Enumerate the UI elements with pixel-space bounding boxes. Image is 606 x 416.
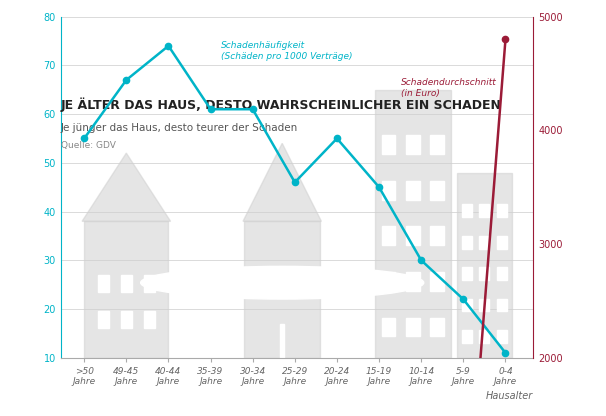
Bar xyxy=(98,311,109,328)
Bar xyxy=(430,181,444,200)
Polygon shape xyxy=(244,221,320,358)
Text: JE ÄLTER DAS HAUS, DESTO WAHRSCHEINLICHER EIN SCHADEN: JE ÄLTER DAS HAUS, DESTO WAHRSCHEINLICHE… xyxy=(61,98,502,112)
Bar xyxy=(462,204,472,217)
Bar xyxy=(382,226,395,245)
Bar xyxy=(98,275,109,292)
Text: Schadenhäufigkeit
(Schäden pro 1000 Verträge): Schadenhäufigkeit (Schäden pro 1000 Vert… xyxy=(221,40,353,61)
Bar xyxy=(462,299,472,312)
Circle shape xyxy=(141,266,424,299)
Bar xyxy=(479,267,489,280)
Polygon shape xyxy=(82,153,170,221)
Bar xyxy=(382,181,395,200)
Bar xyxy=(497,330,507,343)
Bar xyxy=(479,330,489,343)
Bar xyxy=(144,275,155,292)
Polygon shape xyxy=(457,173,512,358)
Bar xyxy=(382,135,395,154)
Bar xyxy=(497,235,507,248)
Bar xyxy=(430,226,444,245)
Bar xyxy=(406,226,419,245)
Polygon shape xyxy=(243,144,321,221)
Text: Quelle: GDV: Quelle: GDV xyxy=(61,141,116,150)
Bar xyxy=(280,324,284,358)
Bar xyxy=(406,317,419,336)
Bar xyxy=(121,275,132,292)
Bar xyxy=(497,299,507,312)
Text: Hausalter: Hausalter xyxy=(486,391,533,401)
Bar xyxy=(479,235,489,248)
Bar xyxy=(462,267,472,280)
Polygon shape xyxy=(375,90,451,358)
Bar xyxy=(382,317,395,336)
Bar xyxy=(406,181,419,200)
Bar xyxy=(121,311,132,328)
Bar xyxy=(406,135,419,154)
Bar xyxy=(430,272,444,291)
Bar xyxy=(462,235,472,248)
Bar xyxy=(382,272,395,291)
Bar xyxy=(497,204,507,217)
Bar xyxy=(462,330,472,343)
Bar xyxy=(479,299,489,312)
Bar xyxy=(144,311,155,328)
Bar xyxy=(497,267,507,280)
Polygon shape xyxy=(84,221,168,358)
Text: Schadendurchschnitt
(in Euro): Schadendurchschnitt (in Euro) xyxy=(401,78,497,98)
Bar xyxy=(430,135,444,154)
Bar xyxy=(406,272,419,291)
Bar xyxy=(479,204,489,217)
Bar xyxy=(430,317,444,336)
Text: Je jünger das Haus, desto teurer der Schaden: Je jünger das Haus, desto teurer der Sch… xyxy=(61,123,298,133)
